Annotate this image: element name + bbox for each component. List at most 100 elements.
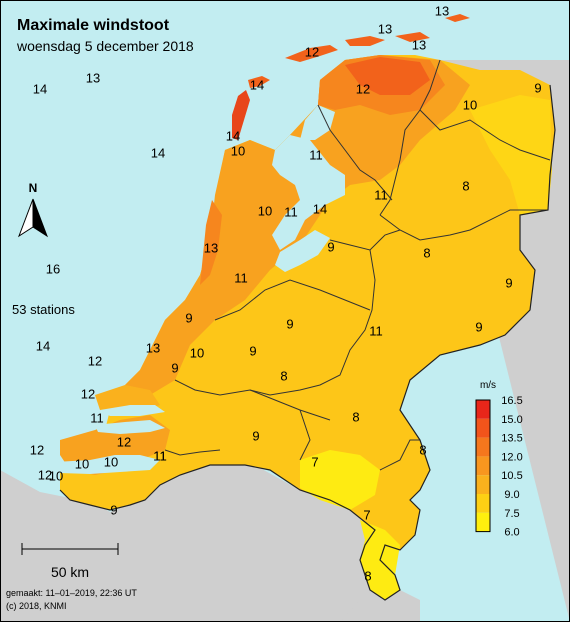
wadden-water bbox=[300, 105, 335, 140]
legend-unit: m/s bbox=[480, 380, 496, 391]
station-value: 11 bbox=[234, 270, 248, 285]
netherlands-land bbox=[60, 55, 555, 600]
zeeland-south bbox=[60, 475, 145, 510]
station-value: 14 bbox=[36, 338, 50, 353]
svg-text:N: N bbox=[29, 181, 38, 195]
station-value: 9 bbox=[110, 502, 117, 517]
station-value: 8 bbox=[462, 178, 469, 193]
legend-tick-label: 16.5 bbox=[501, 395, 522, 407]
legend-tick-label: 12.0 bbox=[501, 451, 522, 463]
zone-east-yellow bbox=[470, 95, 552, 215]
oosterschelde bbox=[95, 420, 165, 434]
station-value: 8 bbox=[423, 245, 430, 260]
station-value: 11 bbox=[153, 448, 167, 463]
legend-bar-frame bbox=[475, 399, 491, 533]
station-value: 13 bbox=[146, 340, 160, 355]
station-value: 14 bbox=[250, 77, 264, 92]
station-value: 11 bbox=[90, 410, 104, 425]
legend-tick-label: 15.0 bbox=[501, 414, 522, 426]
station-value: 10 bbox=[231, 143, 245, 158]
station-value: 8 bbox=[419, 442, 426, 457]
station-value: 10 bbox=[463, 97, 477, 112]
ameland-island bbox=[345, 36, 385, 46]
legend-swatch bbox=[476, 456, 490, 476]
station-value: 11 bbox=[153, 448, 167, 463]
footer-copyright: (c) 2018, KNMI bbox=[6, 601, 67, 611]
legend-swatch bbox=[476, 494, 490, 513]
station-value: 11 bbox=[309, 147, 323, 162]
scale-label: 50 km bbox=[51, 564, 89, 580]
schiermonnikoog-island bbox=[395, 32, 430, 42]
station-value: 10 bbox=[104, 454, 118, 469]
station-value: 16 bbox=[46, 261, 60, 276]
station-value: 12 bbox=[356, 81, 370, 96]
legend-tick-label: 6.0 bbox=[504, 527, 519, 539]
legend-swatch bbox=[476, 400, 490, 419]
station-value: 13 bbox=[378, 21, 392, 36]
station-value: 9 bbox=[171, 360, 178, 375]
station-value: 12 bbox=[88, 353, 102, 368]
scale-bar: 50 km bbox=[21, 543, 119, 580]
station-value: 9 bbox=[185, 310, 192, 325]
station-value: 12 bbox=[38, 467, 52, 482]
station-value: 10 bbox=[75, 456, 89, 471]
map-subtitle: woensdag 5 december 2018 bbox=[16, 38, 194, 54]
station-value: 8 bbox=[280, 368, 287, 383]
map-title: Maximale windstoot bbox=[17, 17, 170, 34]
ijsselmeer bbox=[272, 135, 345, 250]
rottumeroog-island bbox=[445, 14, 470, 22]
terschelling-island bbox=[285, 45, 338, 62]
belgium-area bbox=[0, 462, 385, 622]
station-value: 12 bbox=[30, 442, 44, 457]
province-borders bbox=[164, 59, 551, 471]
station-value: 9 bbox=[327, 239, 334, 254]
legend: m/s 16.5 15.0 13.5 12.0 10.5 9.0 7.5 6.0 bbox=[475, 380, 523, 539]
legend-tick-label: 7.5 bbox=[504, 508, 519, 520]
station-value: 11 bbox=[374, 187, 388, 202]
legend-swatch bbox=[476, 512, 490, 532]
texel-island bbox=[232, 90, 250, 140]
station-value: 8 bbox=[352, 409, 359, 424]
legend-tick-label: 10.5 bbox=[501, 470, 522, 482]
station-value: 9 bbox=[534, 80, 541, 95]
legend-tick-label: 9.0 bbox=[504, 489, 519, 501]
station-value: 13 bbox=[86, 70, 100, 85]
zone-west-12 bbox=[200, 200, 222, 285]
stations-count: 53 stations bbox=[12, 302, 75, 317]
legend-tick-label: 13.5 bbox=[501, 433, 522, 445]
station-value: 12 bbox=[305, 44, 319, 59]
station-value: 10 bbox=[190, 345, 204, 360]
station-value: 12 bbox=[81, 386, 95, 401]
station-value: 7 bbox=[311, 454, 318, 469]
station-value: 14 bbox=[313, 201, 327, 216]
station-value: 7 bbox=[363, 507, 370, 522]
legend-swatch bbox=[476, 475, 490, 494]
station-value: 13 bbox=[412, 37, 426, 52]
footer-made: gemaakt: 11–01–2019, 22:36 UT bbox=[6, 588, 137, 598]
north-arrow-icon: N bbox=[17, 181, 49, 238]
station-value: 14 bbox=[151, 145, 165, 160]
station-value: 9 bbox=[286, 316, 293, 331]
station-value: 8 bbox=[364, 568, 371, 583]
station-value: 14 bbox=[226, 128, 240, 143]
station-value: 11 bbox=[369, 323, 383, 338]
westerschelde bbox=[55, 455, 160, 474]
station-value: 11 bbox=[284, 204, 298, 219]
zone-7-5 bbox=[300, 450, 380, 510]
legend-swatch bbox=[476, 418, 490, 438]
station-value: 10 bbox=[49, 468, 63, 483]
station-value: 9 bbox=[475, 319, 482, 334]
station-value: 9 bbox=[505, 275, 512, 290]
grevelingen bbox=[100, 405, 165, 416]
station-value: 9 bbox=[249, 343, 256, 358]
legend-swatch bbox=[476, 437, 490, 457]
station-value: 10 bbox=[258, 203, 272, 218]
country-border bbox=[59, 84, 556, 601]
station-value: 13 bbox=[435, 3, 449, 18]
station-value: 14 bbox=[33, 81, 47, 96]
station-value: 9 bbox=[252, 428, 259, 443]
station-value: 12 bbox=[117, 434, 131, 449]
markermeer bbox=[275, 230, 330, 272]
